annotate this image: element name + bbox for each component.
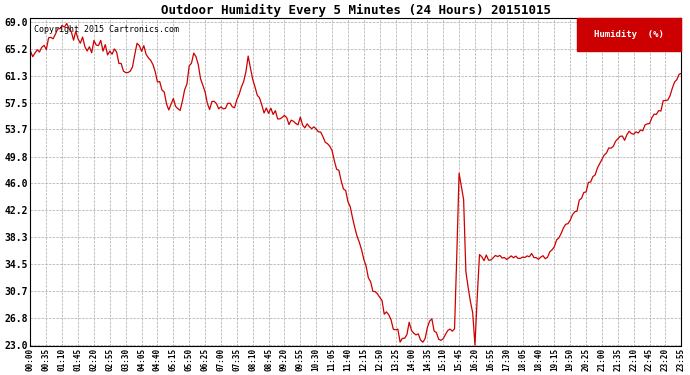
Text: Humidity  (%): Humidity (%) [594, 30, 664, 39]
Bar [578, 18, 681, 51]
Title: Outdoor Humidity Every 5 Minutes (24 Hours) 20151015: Outdoor Humidity Every 5 Minutes (24 Hou… [161, 4, 551, 17]
Text: Copyright 2015 Cartronics.com: Copyright 2015 Cartronics.com [34, 25, 179, 34]
